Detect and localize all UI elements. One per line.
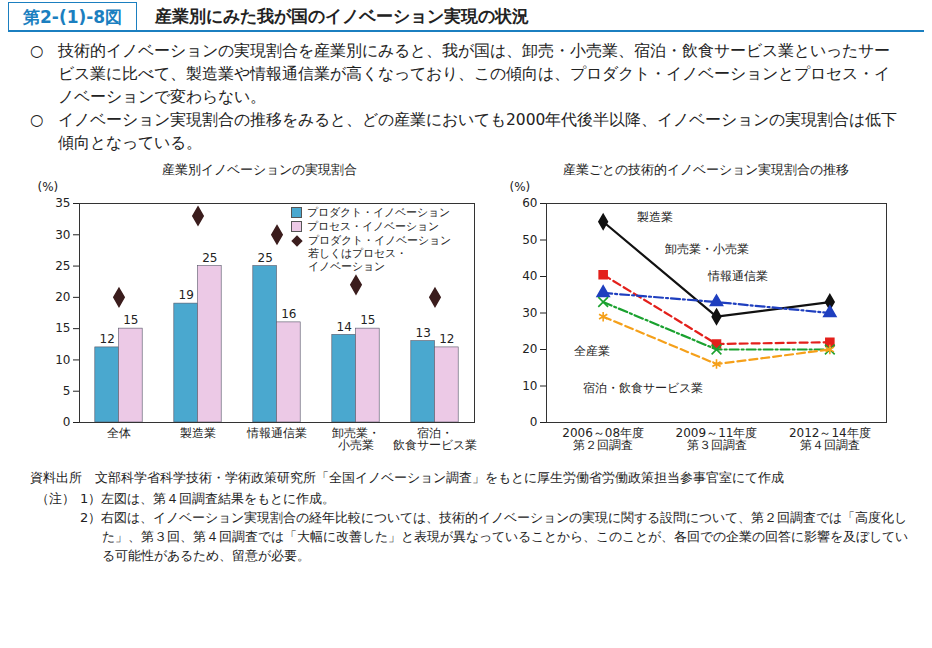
svg-text:25: 25 <box>55 259 70 273</box>
html-text:技術的イノベーションの実現割合を産業別にみると、我が国は、卸: 技術的イノベーションの実現割合を産業別にみると、我が国は、卸売・小売業、宿泊・飲… <box>58 42 890 106</box>
svg-text:卸売業・小売業: 卸売業・小売業 <box>665 242 749 256</box>
svg-text:情報通信業: 情報通信業 <box>707 269 768 283</box>
svg-text:30: 30 <box>522 306 537 320</box>
html-text:産業ごとの技術的イノベーション実現割合の推移: 産業ごとの技術的イノベーション実現割合の推移 <box>563 162 849 177</box>
svg-text:50: 50 <box>522 233 537 247</box>
html-text:資料出所 文部科学省科学技術・学術政策研究所「全国イノベーシ: 資料出所 文部科学省科学技術・学術政策研究所「全国イノベーション調査」をもとに厚… <box>30 470 784 485</box>
svg-text:15: 15 <box>360 313 375 327</box>
html-text:2）右図は、イノベーション実現割合の経年比較については、技術: 2）右図は、イノベーション実現割合の経年比較については、技術的イノベーションの実… <box>80 510 908 563</box>
svg-text:0: 0 <box>530 415 538 429</box>
svg-text:15: 15 <box>55 321 70 335</box>
svg-text:40: 40 <box>522 269 537 283</box>
html-text:第2-(1)-8図: 第2-(1)-8図 <box>23 7 123 27</box>
svg-text:卸売業・小売業: 卸売業・小売業 <box>332 426 380 452</box>
svg-text:10: 10 <box>522 379 537 393</box>
svg-text:13: 13 <box>416 326 431 340</box>
svg-text:35: 35 <box>55 196 70 210</box>
svg-text:30: 30 <box>55 228 70 242</box>
html-text:（注） 1）左図は、第４回調査結果をもとに作成。: （注） 1）左図は、第４回調査結果をもとに作成。 <box>36 491 336 506</box>
html-text:産業別にみた我が国のイノベーション実現の状況: 産業別にみた我が国のイノベーション実現の状況 <box>155 6 530 26</box>
svg-text:25: 25 <box>258 251 273 265</box>
svg-text:60: 60 <box>522 196 537 210</box>
html-text:プロセス・イノベーション: プロセス・イノベーション <box>306 220 439 232</box>
svg-text:0: 0 <box>63 415 71 429</box>
svg-text:2009～11年度第３回調査: 2009～11年度第３回調査 <box>676 426 758 452</box>
svg-text:20: 20 <box>522 342 537 356</box>
svg-text:(%): (%) <box>38 180 59 194</box>
svg-text:12: 12 <box>100 332 115 346</box>
svg-text:2012～14年度第４回調査: 2012～14年度第４回調査 <box>789 426 871 452</box>
svg-text:15: 15 <box>123 313 138 327</box>
svg-text:全体: 全体 <box>107 426 131 440</box>
html-text:プロダクト・イノベーション 若しくはプロセス・ イノベーショ: プロダクト・イノベーション 若しくはプロセス・ イノベーション <box>307 234 451 272</box>
svg-text:宿泊・飲食サービス業: 宿泊・飲食サービス業 <box>393 426 477 452</box>
svg-text:製造業: 製造業 <box>180 426 216 440</box>
svg-text:2006～08年度第２回調査: 2006～08年度第２回調査 <box>562 426 644 452</box>
svg-text:全産業: 全産業 <box>574 344 610 358</box>
svg-text:宿泊・飲食サービス業: 宿泊・飲食サービス業 <box>583 381 703 395</box>
svg-text:製造業: 製造業 <box>637 210 673 224</box>
svg-text:(%): (%) <box>510 180 531 194</box>
svg-text:5: 5 <box>63 384 71 398</box>
svg-text:14: 14 <box>337 320 352 334</box>
html-text:イノベーション実現割合の推移をみると、どの産業においても20: イノベーション実現割合の推移をみると、どの産業においても2000年代後半以降、イ… <box>58 111 898 152</box>
svg-text:16: 16 <box>281 307 296 321</box>
svg-text:20: 20 <box>55 290 70 304</box>
html-text:プロダクト・イノベーション: プロダクト・イノベーション <box>306 206 450 218</box>
svg-text:12: 12 <box>439 332 454 346</box>
svg-text:10: 10 <box>55 353 70 367</box>
svg-text:情報通信業: 情報通信業 <box>246 426 307 440</box>
svg-text:25: 25 <box>202 251 217 265</box>
html-text:産業別イノベーションの実現割合: 産業別イノベーションの実現割合 <box>161 162 357 177</box>
svg-text:19: 19 <box>179 288 194 302</box>
